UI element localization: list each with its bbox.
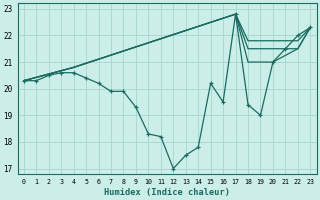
X-axis label: Humidex (Indice chaleur): Humidex (Indice chaleur) xyxy=(104,188,230,197)
